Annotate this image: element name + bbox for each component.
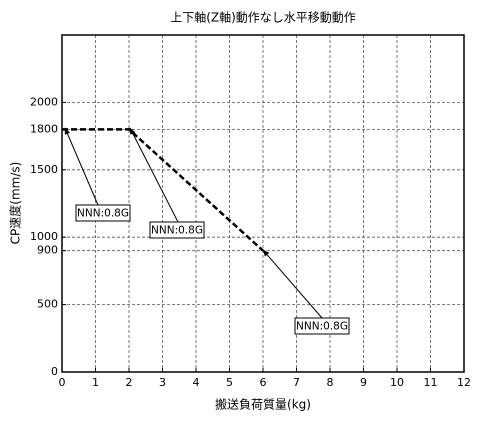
- x-tick-label: 11: [424, 376, 438, 389]
- annotation-arrow: [129, 127, 179, 223]
- x-tick-label: 5: [226, 376, 233, 389]
- x-tick-label: 2: [126, 376, 133, 389]
- x-tick-label: 8: [327, 376, 334, 389]
- y-tick-label: 1800: [30, 122, 58, 135]
- annotation: NNN:0.8G: [296, 321, 348, 333]
- y-tick-label: 1000: [30, 230, 58, 243]
- x-tick-label: 7: [293, 376, 300, 389]
- annotation-box: [75, 204, 131, 222]
- x-tick-label: 6: [260, 376, 267, 389]
- annotation-arrow: [262, 249, 323, 319]
- annotation-box: [149, 221, 205, 239]
- y-tick-label: 2000: [30, 95, 58, 108]
- x-tick-label: 3: [159, 376, 166, 389]
- x-tick-label: 10: [390, 376, 404, 389]
- x-axis-label: 搬送負荷質量(kg): [215, 397, 311, 412]
- annotation-box: [294, 317, 350, 335]
- x-tick-label: 1: [92, 376, 99, 389]
- annotation-arrow: [64, 127, 99, 206]
- annotation: NNN:0.8G: [151, 225, 203, 237]
- y-tick-label: 900: [37, 244, 58, 257]
- y-tick-label: 1500: [30, 163, 58, 176]
- y-tick-label: 0: [51, 365, 58, 378]
- x-tick-label: 4: [193, 376, 200, 389]
- x-tick-label: 9: [360, 376, 367, 389]
- x-tick-label: 12: [457, 376, 471, 389]
- data-line: [62, 128, 264, 252]
- y-axis-label: CP速度(mm/s): [8, 162, 23, 245]
- annotation: NNN:0.8G: [77, 208, 129, 220]
- y-tick-label: 500: [37, 298, 58, 311]
- x-tick-label: 0: [59, 376, 66, 389]
- plot-frame: [61, 34, 465, 373]
- chart-title: 上下軸(Z軸)動作なし水平移動動作: [170, 11, 356, 25]
